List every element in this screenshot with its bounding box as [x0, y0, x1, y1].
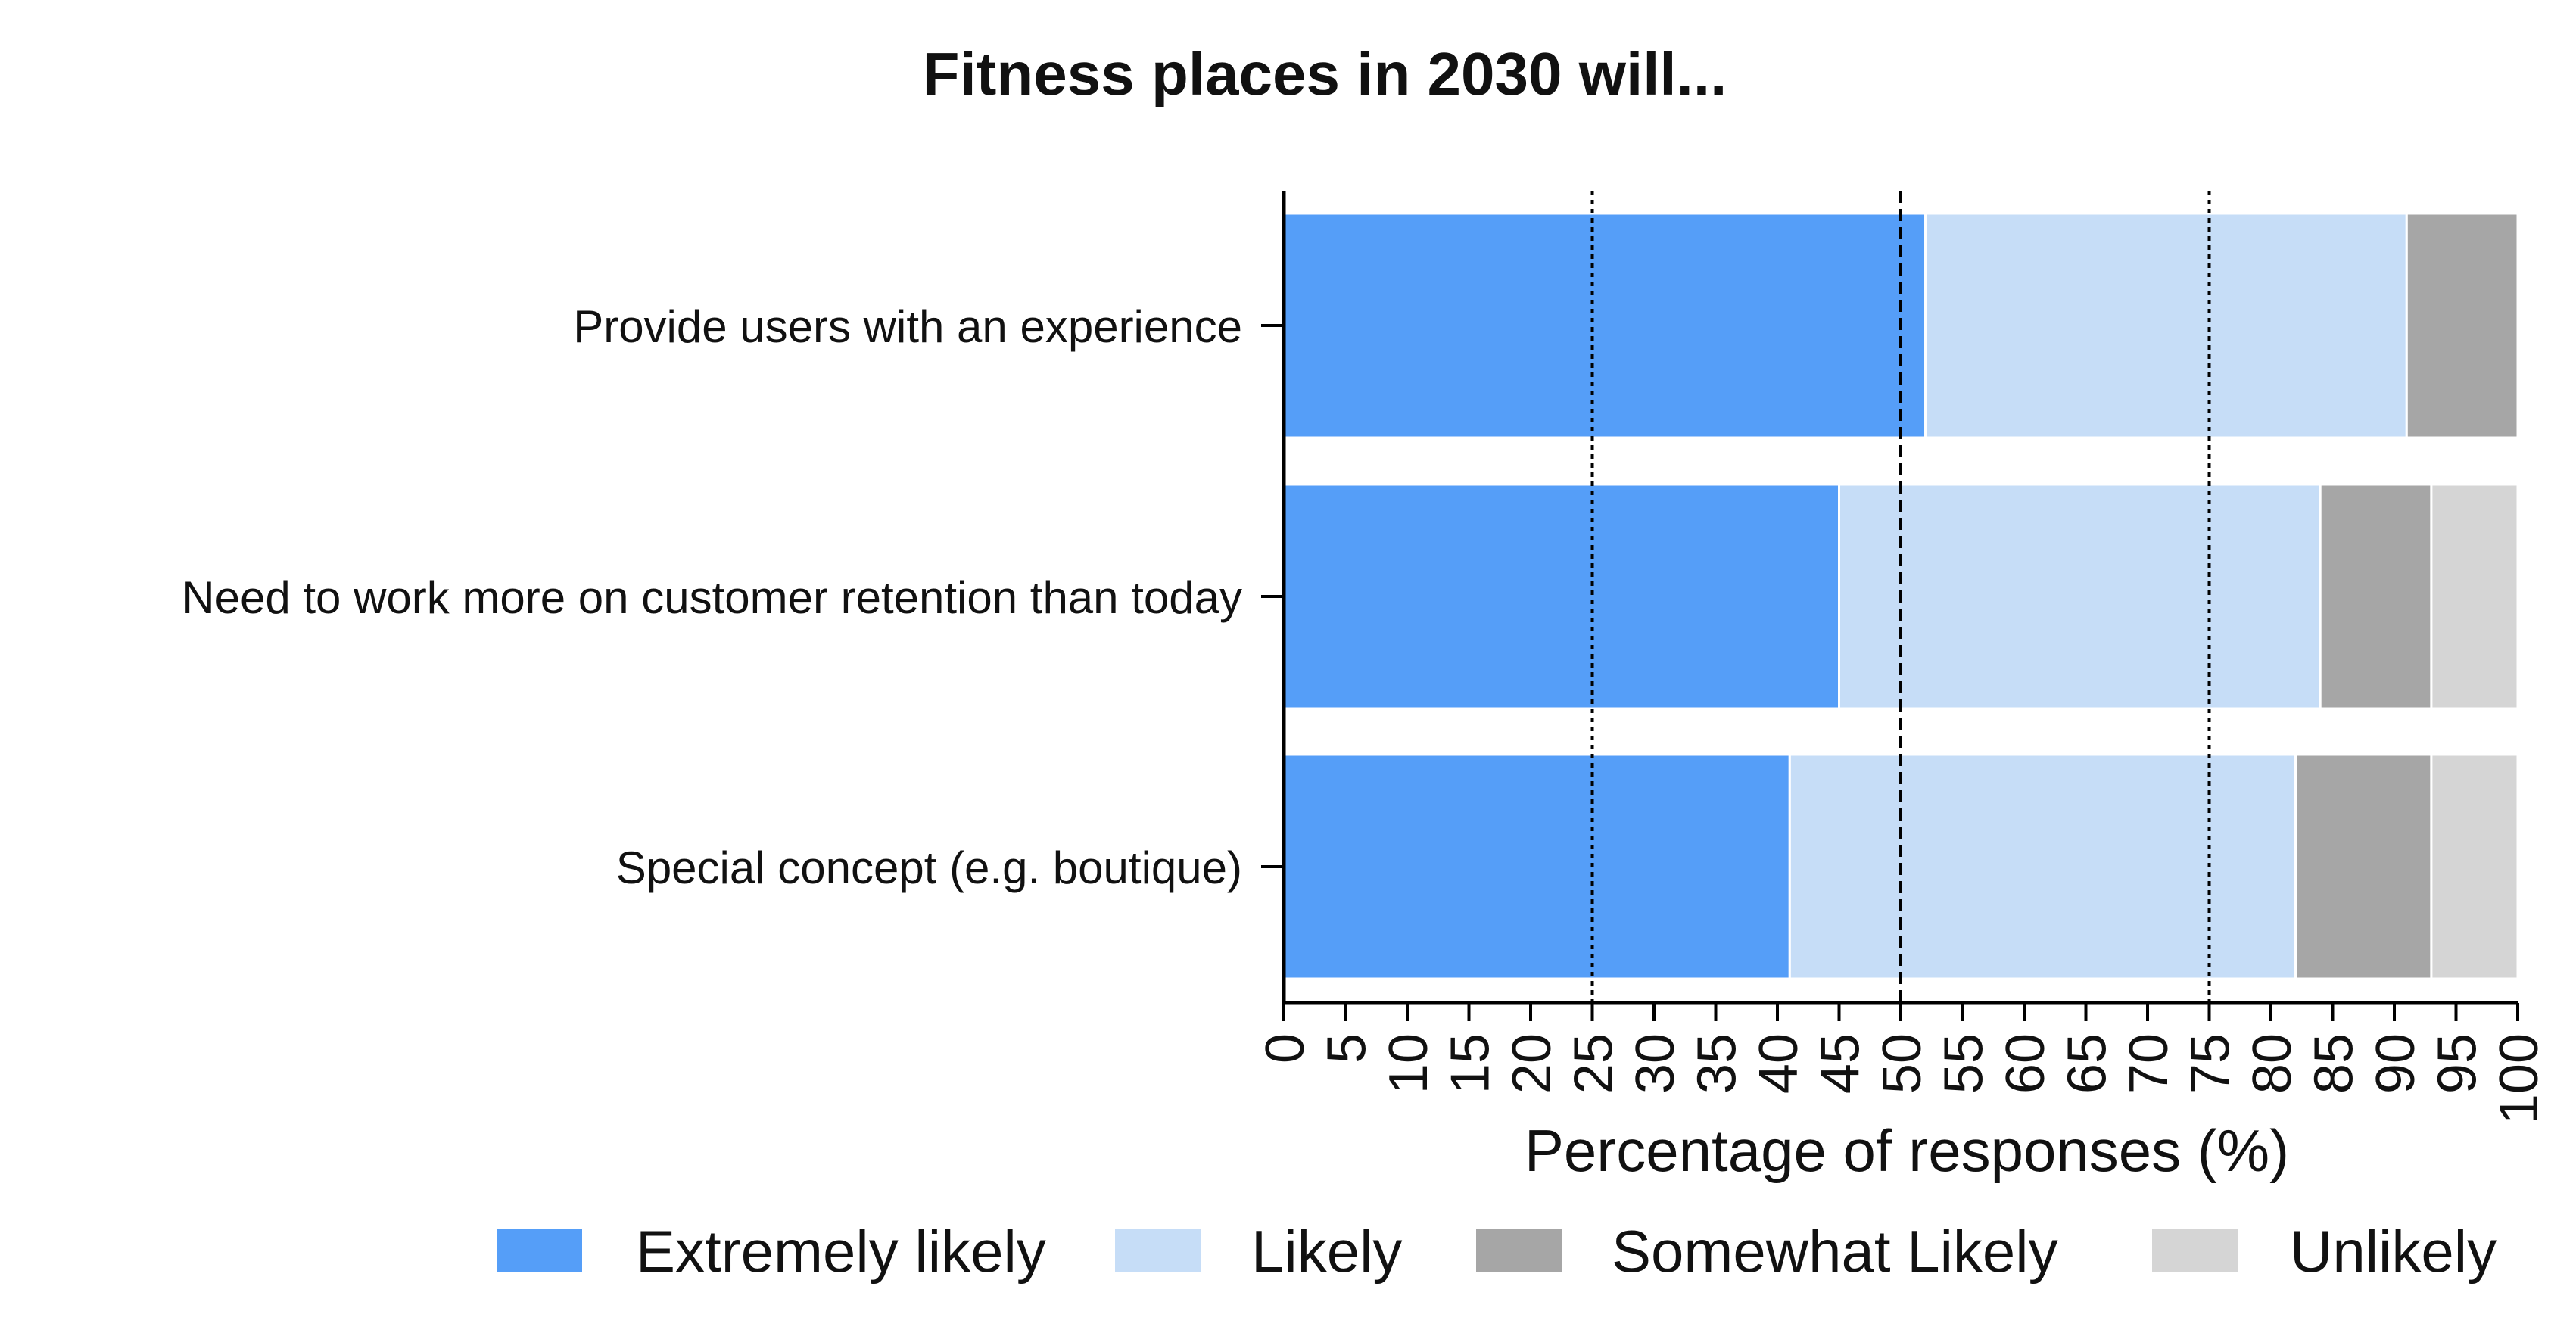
x-tick-label: 80 [2242, 1033, 2303, 1094]
x-tick-label: 55 [1934, 1033, 1995, 1094]
x-tick-label: 95 [2428, 1033, 2488, 1094]
legend-swatch-1 [497, 1229, 582, 1272]
x-tick-label: 15 [1441, 1033, 1501, 1094]
x-tick-label: 85 [2304, 1033, 2365, 1094]
x-tick-label: 65 [2057, 1033, 2118, 1094]
x-tick-label: 60 [1995, 1033, 2056, 1094]
bars-layer [1282, 212, 2519, 980]
x-tick-label: 35 [1687, 1033, 1748, 1094]
bar-segment-2-2 [1838, 483, 2322, 710]
x-tick-label: 30 [1625, 1033, 1686, 1094]
x-tick-label: 90 [2366, 1033, 2426, 1094]
bar-segment-3-1 [1282, 753, 1791, 980]
bar-segment-2-1 [1282, 483, 1840, 710]
legend-label-1: Extremely likely [636, 1218, 1046, 1285]
bar-segment-2-4 [2430, 483, 2519, 710]
bar-segment-3-3 [2294, 753, 2433, 980]
category-label-1: Provide users with an experience [573, 301, 1242, 352]
reference-lines [1590, 191, 2211, 1003]
x-tick-label: 75 [2181, 1033, 2241, 1094]
legend: Extremely likely Likely Somewhat Likely Unl… [497, 1218, 2497, 1285]
x-tick-label: 50 [1872, 1033, 1933, 1094]
category-label-3: Special concept (e.g. boutique) [616, 842, 1242, 893]
legend-label-4: Unlikely [2290, 1218, 2497, 1285]
x-tick-label: 45 [1811, 1033, 1871, 1094]
chart-title: Fitness places in 2030 will... [923, 40, 1727, 107]
legend-swatch-2 [1115, 1229, 1201, 1272]
x-tick-label: 70 [2119, 1033, 2179, 1094]
category-label-2: Need to work more on customer retention … [182, 572, 1242, 623]
legend-label-3: Somewhat Likely [1612, 1218, 2058, 1285]
x-tick-label: 20 [1502, 1033, 1562, 1094]
legend-swatch-4 [2152, 1229, 2238, 1272]
x-tick-label: 40 [1749, 1033, 1809, 1094]
bar-segment-1-3 [2405, 212, 2519, 439]
bar-segment-1-2 [1924, 212, 2408, 439]
x-tick-label: 0 [1255, 1033, 1316, 1064]
legend-swatch-3 [1476, 1229, 1562, 1272]
x-tick-label: 10 [1378, 1033, 1439, 1094]
x-tick-label: 100 [2489, 1033, 2550, 1124]
bar-segment-3-2 [1788, 753, 2297, 980]
legend-label-2: Likely [1251, 1218, 1402, 1285]
axes: Provide users with an experience Need to … [182, 191, 2550, 1124]
x-tick-label: 5 [1317, 1033, 1378, 1064]
x-tick-label: 25 [1564, 1033, 1624, 1094]
bar-segment-1-1 [1282, 212, 1927, 439]
bar-segment-3-4 [2430, 753, 2519, 980]
x-axis-title: Percentage of responses (%) [1525, 1117, 2289, 1184]
bar-segment-2-3 [2319, 483, 2433, 710]
